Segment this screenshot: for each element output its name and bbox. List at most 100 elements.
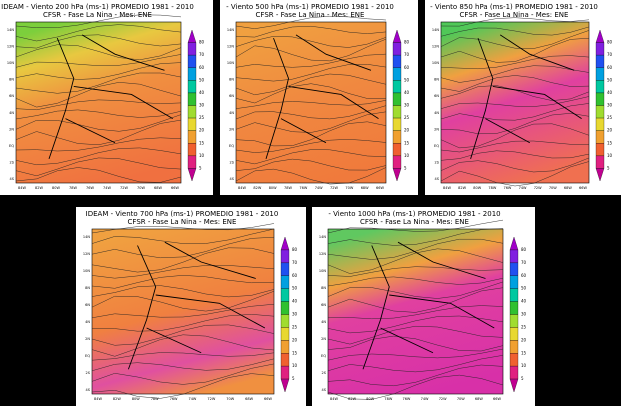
colorbar-label: 80	[292, 247, 298, 252]
streamline	[15, 14, 182, 28]
lat-label: 6N	[434, 94, 439, 98]
colorbar-label: 15	[292, 350, 298, 355]
streamline	[327, 228, 504, 246]
wind-field	[91, 228, 275, 395]
colorbar-label: 60	[292, 273, 298, 278]
lon-label: 76W	[86, 186, 94, 190]
colorbar-label: 25	[521, 324, 527, 329]
colorbar-swatch	[392, 92, 402, 106]
colorbar-swatch	[187, 67, 197, 81]
colorbar-swatch	[392, 143, 402, 156]
colorbar-label: 25	[292, 324, 298, 329]
streamline	[91, 334, 275, 357]
colorbar-swatch	[187, 29, 197, 43]
lat-label: 10N	[319, 269, 326, 273]
streamline	[235, 64, 387, 82]
colorbar-swatch	[280, 288, 290, 302]
colorbar-label: 25	[607, 115, 613, 120]
wind-field	[440, 21, 590, 184]
colorbar-swatch	[509, 327, 519, 341]
lon-label: 84W	[238, 186, 246, 190]
streamline	[327, 364, 504, 387]
lon-label: 74W	[421, 397, 429, 401]
streamline	[15, 137, 182, 152]
lon-label: 66W	[376, 186, 384, 190]
streamline	[440, 30, 590, 49]
streamline	[440, 55, 590, 70]
lat-label: 14N	[83, 235, 90, 239]
colorbar-swatch	[280, 301, 290, 315]
colorbar-label: 20	[607, 128, 613, 133]
streamline	[15, 44, 182, 61]
streamline	[440, 150, 590, 161]
lon-label: 68W	[361, 186, 369, 190]
colorbar-label: 5	[292, 376, 295, 381]
colorbar-swatch	[392, 29, 402, 43]
colorbar-swatch	[595, 105, 605, 119]
lon-label: 70W	[549, 186, 557, 190]
lat-label: 2S	[86, 371, 91, 375]
lon-label: 78W	[488, 186, 496, 190]
streamline	[15, 24, 182, 42]
panel-subtitle: CFSR - Fase La Nina - Mes: ENE	[256, 11, 365, 19]
colorbar-swatch	[187, 130, 197, 144]
streamline	[235, 158, 387, 171]
lon-label: 84W	[18, 186, 26, 190]
colorbar-swatch	[187, 105, 197, 119]
colorbar-swatch	[595, 168, 605, 182]
lat-label: 6N	[85, 303, 90, 307]
colorbar-swatch	[280, 353, 290, 367]
lat-label: 8N	[229, 78, 234, 82]
colorbar-label: 40	[199, 90, 205, 95]
colorbar-swatch	[595, 55, 605, 68]
streamline	[327, 238, 504, 260]
panel-title: IDEAM - Viento 200 hPa (ms-1) PROMEDIO 1…	[1, 3, 194, 11]
colorbar-swatch	[392, 105, 402, 119]
colorbar-swatch	[509, 301, 519, 315]
streamline	[327, 248, 504, 274]
streamline	[235, 83, 387, 104]
lat-label: 2S	[435, 160, 440, 164]
streamline	[440, 123, 590, 149]
lon-label: 76W	[503, 186, 511, 190]
colorbar-swatch	[509, 353, 519, 367]
colorbar-label: 5	[607, 165, 610, 170]
lon-label: 76W	[402, 397, 410, 401]
lat-label: 12N	[227, 45, 234, 49]
streamline	[327, 374, 504, 400]
colorbar-swatch	[392, 117, 402, 131]
lat-label: 6N	[321, 303, 326, 307]
lon-label: 72W	[207, 397, 215, 401]
lat-label: EQ	[434, 144, 439, 148]
streamline	[440, 161, 590, 187]
coastline	[48, 34, 173, 159]
colorbar-label: 30	[292, 312, 298, 317]
streamline	[91, 352, 275, 361]
lon-label: 78W	[69, 186, 77, 190]
streamline	[235, 167, 387, 185]
lon-label: 80W	[269, 186, 277, 190]
colorbar-label: 60	[199, 65, 205, 70]
streamline	[327, 335, 504, 352]
lon-label: 66W	[171, 186, 179, 190]
streamline	[15, 34, 182, 49]
colorbar-label: 15	[404, 140, 410, 145]
lon-label: 84W	[94, 397, 102, 401]
streamline	[327, 219, 504, 234]
lon-label: 72W	[330, 186, 338, 190]
lat-label: 4S	[10, 177, 15, 181]
colorbar-label: 50	[292, 286, 298, 291]
colorbar-label: 50	[607, 77, 613, 82]
lon-label: 78W	[384, 397, 392, 401]
streamline	[91, 324, 275, 346]
colorbar-swatch	[280, 340, 290, 354]
lat-label: 4S	[86, 388, 91, 392]
streamline	[15, 99, 182, 111]
colorbar-label: 25	[199, 115, 205, 120]
colorbar-swatch	[392, 80, 402, 94]
lon-label: 70W	[226, 397, 234, 401]
colorbar-swatch	[392, 168, 402, 182]
colorbar-swatch	[187, 42, 197, 56]
colorbar-swatch	[595, 29, 605, 43]
